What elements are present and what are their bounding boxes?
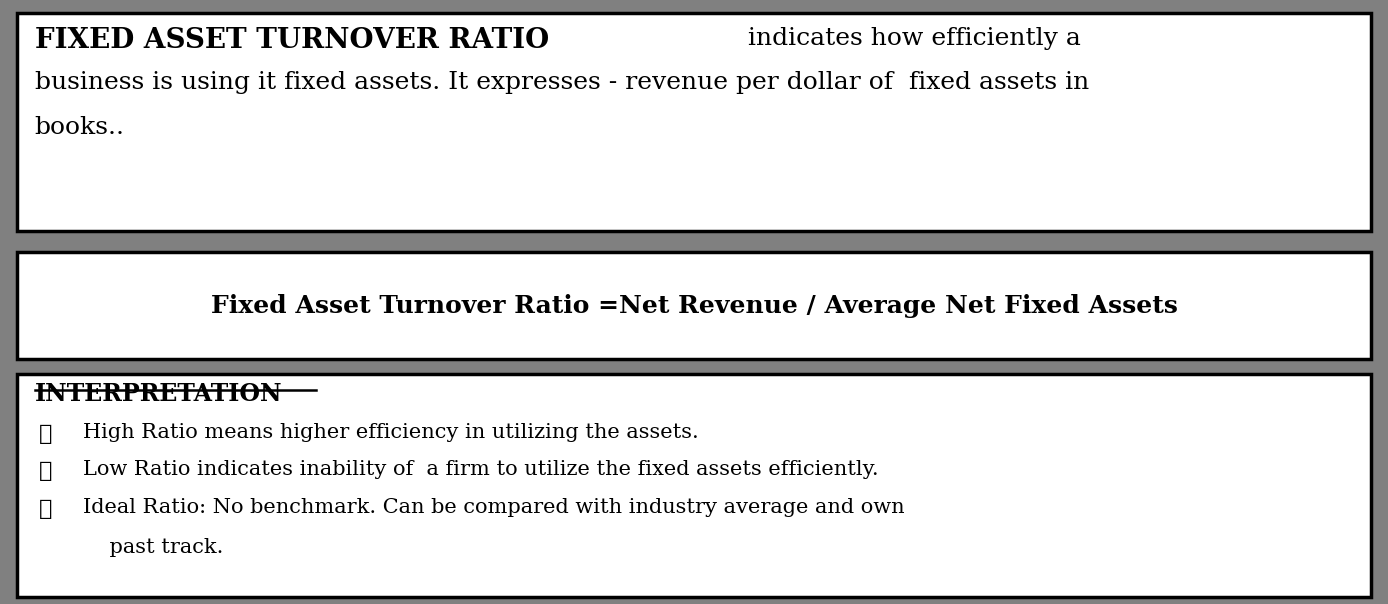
FancyBboxPatch shape [17, 374, 1371, 597]
Text: past track.: past track. [83, 538, 223, 556]
FancyBboxPatch shape [17, 13, 1371, 231]
Text: Ideal Ratio: No benchmark. Can be compared with industry average and own: Ideal Ratio: No benchmark. Can be compar… [83, 498, 905, 517]
Text: business is using it fixed assets. It expresses - revenue per dollar of  fixed a: business is using it fixed assets. It ex… [35, 71, 1090, 94]
Text: High Ratio means higher efficiency in utilizing the assets.: High Ratio means higher efficiency in ut… [83, 423, 700, 442]
Text: INTERPRETATION: INTERPRETATION [35, 382, 282, 406]
Text: books..: books.. [35, 116, 125, 139]
Text: ✓: ✓ [39, 498, 53, 520]
Text: ✓: ✓ [39, 423, 53, 445]
Text: FIXED ASSET TURNOVER RATIO: FIXED ASSET TURNOVER RATIO [35, 27, 548, 54]
Text: Fixed Asset Turnover Ratio =Net Revenue / Average Net Fixed Assets: Fixed Asset Turnover Ratio =Net Revenue … [211, 294, 1177, 318]
Text: indicates how efficiently a: indicates how efficiently a [740, 27, 1081, 50]
FancyBboxPatch shape [17, 252, 1371, 359]
Text: Low Ratio indicates inability of  a firm to utilize the fixed assets efficiently: Low Ratio indicates inability of a firm … [83, 460, 879, 479]
Text: ✓: ✓ [39, 460, 53, 482]
